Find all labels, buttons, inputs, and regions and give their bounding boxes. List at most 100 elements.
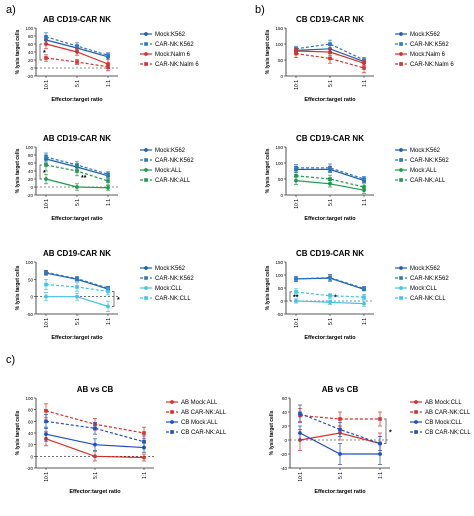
legend-label: Mock:Nalm 6	[155, 52, 191, 58]
data-point	[362, 295, 366, 299]
legend-marker	[414, 420, 418, 424]
series-3: CAR-NK:ALL	[294, 170, 446, 191]
data-point	[298, 431, 302, 435]
legend-label: Mock:ALL	[155, 168, 182, 174]
y-axis-label: % lysis target cells	[15, 148, 21, 193]
chart-a1: AB CD19-CAR NK -20 0 20 40 60 80 100 % lysis tar…	[15, 15, 199, 103]
series-line	[295, 291, 365, 298]
chart-title: AB CD19-CAR NK	[43, 249, 111, 258]
legend-label: CAR-NK:CLL	[155, 296, 191, 302]
legend-marker	[144, 266, 148, 270]
x-tick-label: 10:1	[294, 199, 300, 209]
significance-bracket	[289, 291, 292, 302]
data-point	[294, 299, 298, 303]
series-line	[295, 53, 365, 69]
data-point	[75, 185, 79, 189]
y-tick-label: 40	[28, 50, 34, 55]
legend-marker	[144, 148, 148, 152]
x-tick-label: 5:1	[75, 318, 81, 325]
data-point	[294, 290, 298, 294]
y-axis-label: % lysis target cells	[15, 29, 21, 74]
data-point	[378, 417, 382, 421]
y-tick-label: 150	[275, 145, 283, 150]
data-point	[44, 419, 48, 424]
y-axis-label: % lysis target cells	[15, 265, 21, 310]
y-tick-label: 100	[275, 42, 283, 47]
legend-marker	[144, 296, 148, 300]
data-point	[44, 35, 48, 39]
y-tick-label: 50	[28, 277, 34, 282]
chart-c2: AB vs CB -40 -20 0 20 40 60 % lysis target cell…	[269, 385, 471, 495]
y-tick-label: 20	[282, 424, 288, 429]
data-point	[362, 185, 366, 189]
legend-label: Mock:CLL	[410, 286, 438, 292]
y-tick-label: 80	[28, 34, 34, 39]
x-tick-label: 1:1	[362, 80, 368, 87]
legend-marker	[170, 400, 174, 404]
data-point	[362, 58, 366, 62]
x-tick-label: 5:1	[93, 472, 99, 479]
chart-b3: CB CD19-CAR NK -50 0 50 100 150 % lysis target…	[265, 249, 449, 341]
chart-title: CB CD19-CAR NK	[296, 15, 364, 24]
legend-marker	[399, 286, 403, 290]
y-tick-label: 80	[28, 408, 34, 413]
x-tick-label: 10:1	[44, 472, 50, 482]
chart-title: AB CD19-CAR NK	[43, 134, 111, 143]
legend-marker	[144, 158, 148, 162]
series-3: CAR-NK:ALL	[44, 158, 191, 186]
significance-label: *	[334, 295, 337, 302]
legend-marker	[144, 42, 148, 46]
series-2: CB Mock:CLL	[298, 420, 463, 465]
data-point	[294, 174, 298, 178]
data-point	[75, 163, 79, 167]
legend-label: CAR-NK:Nalm 6	[155, 62, 199, 68]
legend-marker	[170, 430, 174, 434]
data-point	[44, 270, 48, 275]
y-tick-label: -50	[26, 312, 33, 317]
x-axis-label: Effector:target ratio	[69, 489, 121, 495]
x-tick-label: 5:1	[75, 80, 81, 87]
series-3: CB CAR-NK:CLL	[298, 404, 471, 451]
data-point	[44, 56, 48, 60]
x-tick-label: 5:1	[338, 472, 344, 479]
series-1: CAR-NK:K562	[44, 152, 194, 177]
legend-label: CB Mock:CLL	[425, 420, 463, 426]
data-point	[75, 276, 79, 281]
data-point	[338, 452, 342, 456]
legend-label: CAR-NK:Nalm 6	[410, 62, 454, 68]
y-tick-label: 100	[25, 145, 33, 150]
legend-marker	[399, 178, 403, 182]
data-point	[328, 300, 332, 305]
y-axis-label: % lysis target cells	[15, 410, 21, 455]
y-axis-label: % lysis target cells	[265, 148, 271, 193]
data-point	[328, 177, 332, 181]
data-point	[328, 294, 332, 298]
panel-label-a: a)	[6, 4, 16, 16]
legend-label: CAR-NK:K562	[410, 276, 449, 282]
data-point	[44, 432, 48, 437]
x-tick-label: 1:1	[362, 199, 368, 206]
chart-title: AB vs CB	[77, 385, 114, 394]
legend-marker	[399, 62, 403, 66]
x-axis-label: Effector:target ratio	[314, 489, 366, 495]
data-point	[75, 285, 79, 289]
significance-label: **	[293, 294, 299, 301]
data-point	[75, 169, 79, 173]
data-point	[142, 455, 146, 460]
series-2: Mock:ALL	[44, 168, 182, 191]
series-3: CAR-NK:CLL	[44, 278, 191, 302]
x-axis-label: Effector:target ratio	[51, 216, 103, 222]
legend-marker	[399, 42, 403, 46]
x-tick-label: 5:1	[328, 199, 334, 206]
significance-label: *	[117, 297, 120, 304]
data-point	[338, 417, 342, 421]
series-3: CAR-NK:Nalm 6	[44, 54, 199, 72]
legend-marker	[399, 276, 403, 280]
y-tick-label: 50	[278, 286, 284, 291]
legend-label: Mock:K562	[155, 32, 186, 38]
legend-label: AB Mock:CLL	[425, 400, 462, 406]
x-tick-label: 1:1	[106, 80, 112, 87]
data-point	[93, 442, 97, 447]
y-tick-label: 60	[28, 42, 34, 47]
